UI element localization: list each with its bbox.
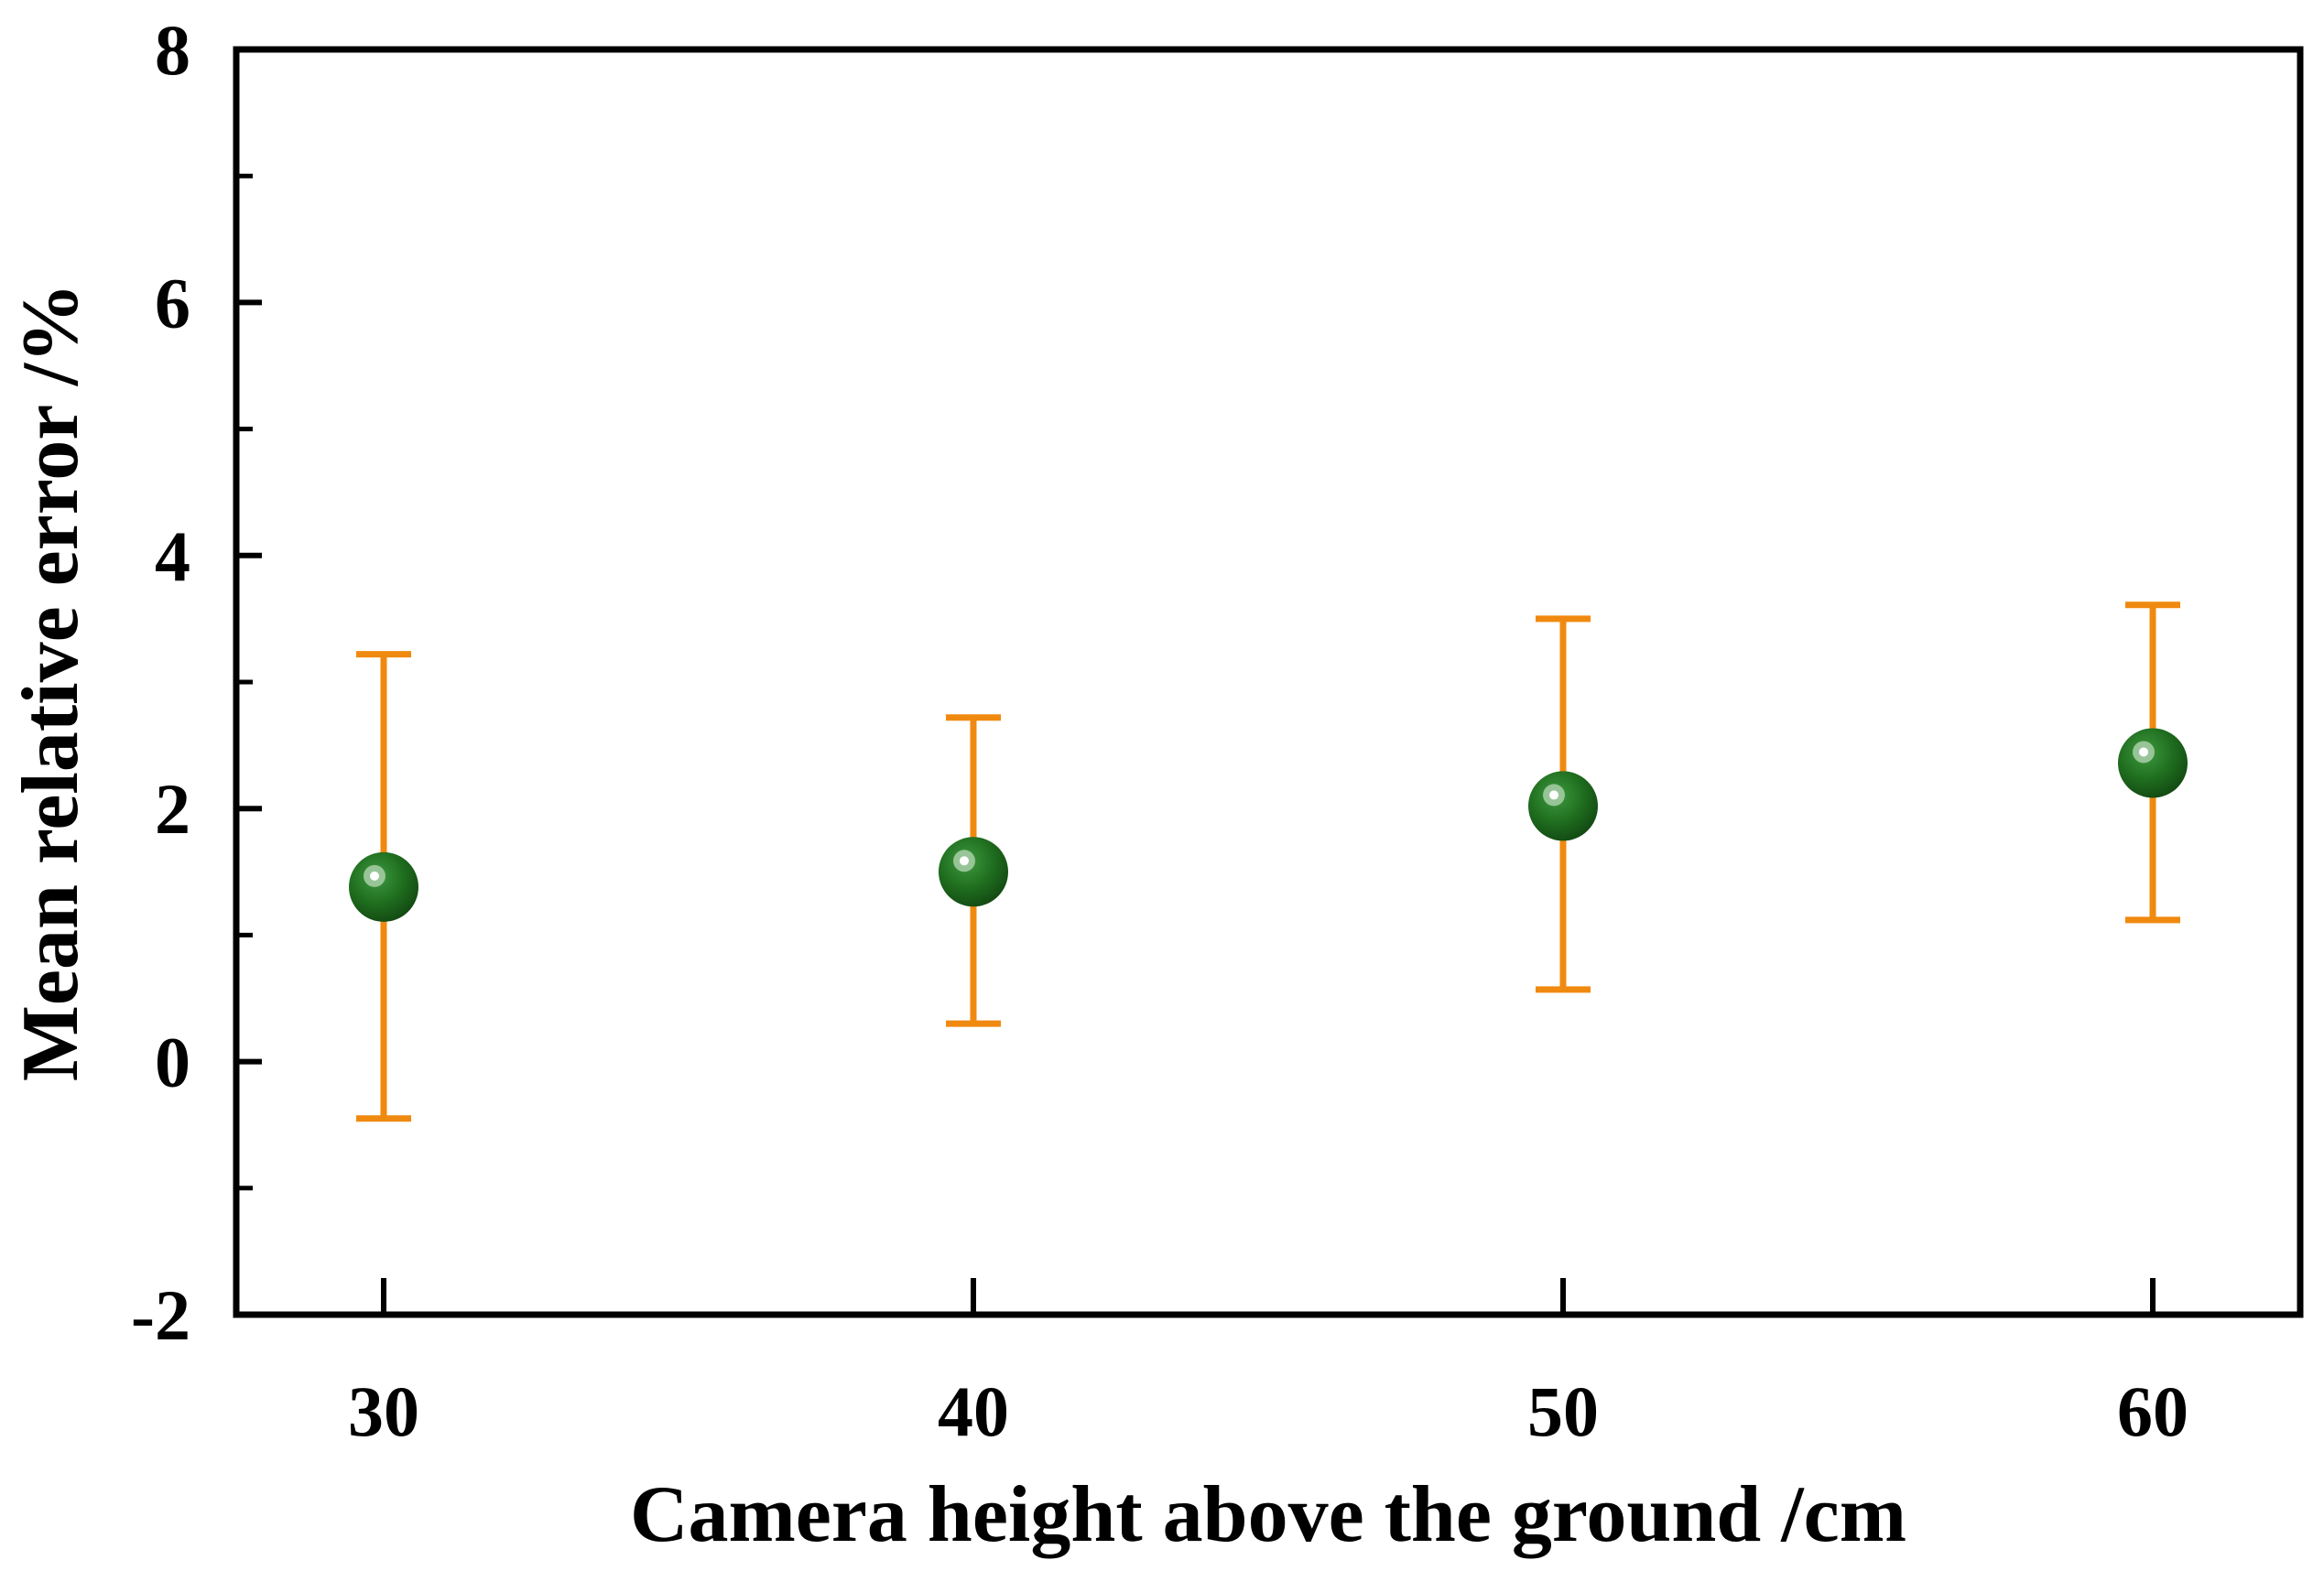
data-point <box>2118 728 2188 798</box>
data-point-glint <box>370 871 379 881</box>
y-axis-label: Mean relative error /% <box>6 283 95 1081</box>
x-axis: 30 40 50 60 <box>348 1278 2188 1451</box>
y-tick-label: 0 <box>155 1023 190 1102</box>
data-point-marker <box>349 851 418 922</box>
y-tick-label: 6 <box>155 263 190 342</box>
x-tick-label: 60 <box>2117 1371 2188 1451</box>
plot-frame <box>233 46 2304 1318</box>
y-tick-label: 4 <box>155 516 190 596</box>
data-point <box>349 851 418 922</box>
data-point <box>1528 771 1598 841</box>
y-tick-label: 2 <box>155 769 190 849</box>
x-tick-label: 50 <box>1527 1371 1599 1451</box>
data-point-marker <box>1528 771 1598 841</box>
data-point-glint <box>960 856 969 866</box>
x-tick-label: 40 <box>938 1371 1009 1451</box>
plot-area-border <box>233 46 2304 1318</box>
data-point-glint <box>1549 790 1558 800</box>
error-bars <box>356 601 2180 1122</box>
data-point-marker <box>939 837 1008 907</box>
data-points <box>349 728 2188 922</box>
y-tick-label: 8 <box>155 10 190 90</box>
x-tick-label: 30 <box>348 1371 419 1451</box>
data-point-marker <box>2118 728 2188 798</box>
data-point-glint <box>2139 747 2148 757</box>
y-tick-label: -2 <box>131 1275 190 1355</box>
y-axis: -2 0 2 4 6 8 <box>131 10 262 1355</box>
x-axis-label: Camera height above the ground /cm <box>630 1470 1906 1559</box>
data-point <box>939 837 1008 907</box>
